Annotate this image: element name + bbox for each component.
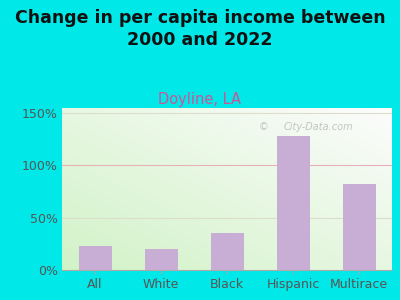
Text: Doyline, LA: Doyline, LA [158, 92, 242, 106]
Bar [78, 246, 112, 270]
Bar [210, 233, 244, 270]
Text: ©: © [258, 122, 268, 132]
Bar [342, 184, 376, 270]
Text: Change in per capita income between
2000 and 2022: Change in per capita income between 2000… [15, 9, 385, 49]
Bar [144, 249, 178, 270]
Text: City-Data.com: City-Data.com [283, 122, 353, 132]
Bar [276, 136, 310, 270]
